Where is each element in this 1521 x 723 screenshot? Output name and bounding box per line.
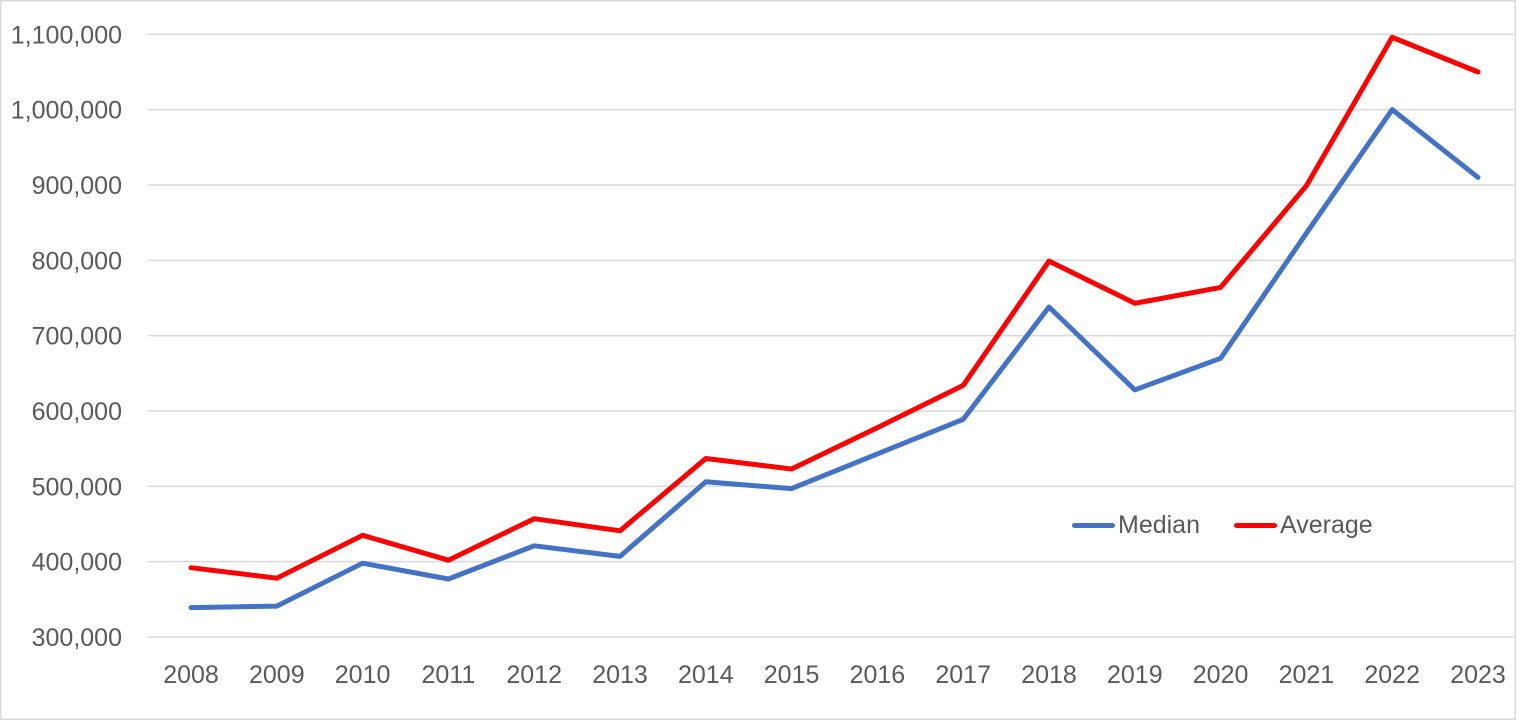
x-axis-tick-label: 2023 (1450, 661, 1506, 689)
y-axis-tick-label: 500,000 (32, 473, 122, 501)
y-axis-tick-label: 700,000 (32, 323, 122, 351)
x-axis-tick-label: 2019 (1107, 661, 1163, 689)
average-line-swatch (1234, 523, 1277, 529)
x-axis-tick-label: 2012 (506, 661, 562, 689)
y-axis-tick-label: 800,000 (32, 247, 122, 275)
x-axis-tick-label: 2008 (163, 661, 219, 689)
x-axis-tick-label: 2015 (764, 661, 820, 689)
x-axis-tick-label: 2018 (1021, 661, 1077, 689)
x-axis-tick-label: 2010 (335, 661, 391, 689)
x-axis-tick-label: 2022 (1364, 661, 1420, 689)
legend-label-median: Median (1118, 511, 1200, 539)
y-axis-tick-label: 300,000 (32, 624, 122, 652)
x-axis-tick-label: 2017 (935, 661, 991, 689)
median-series-line[interactable] (188, 107, 1481, 611)
average-series-line[interactable] (188, 34, 1481, 581)
y-axis-tick-label: 900,000 (32, 172, 122, 200)
y-axis-tick-label: 400,000 (32, 549, 122, 577)
chart-legend: Median Average (1072, 511, 1373, 540)
legend-label-average: Average (1280, 511, 1373, 539)
y-axis-tick-label: 1,000,000 (11, 97, 122, 125)
x-axis-tick-label: 2009 (249, 661, 305, 689)
legend-item-median[interactable]: Median (1072, 511, 1200, 540)
x-axis-tick-label: 2016 (850, 661, 906, 689)
x-axis-tick-label: 2011 (422, 661, 476, 689)
y-axis-tick-label: 1,100,000 (11, 21, 122, 49)
x-axis-tick-label: 2020 (1193, 661, 1249, 689)
x-axis-tick-label: 2013 (592, 661, 648, 689)
x-axis-tick-label: 2021 (1279, 661, 1335, 689)
legend-item-average[interactable]: Average (1234, 511, 1373, 540)
median-line-swatch (1072, 523, 1115, 529)
x-axis-tick-label: 2014 (678, 661, 734, 689)
y-axis-tick-label: 600,000 (32, 398, 122, 426)
